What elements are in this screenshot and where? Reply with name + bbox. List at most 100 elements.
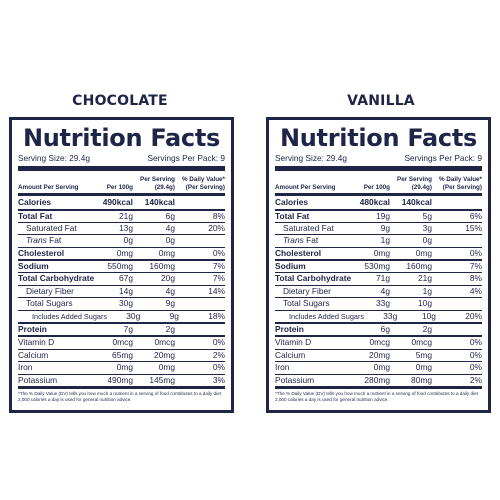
- value-per100: 14g: [119, 285, 133, 296]
- nutrient-label: Sodium: [18, 261, 49, 272]
- nutrient-row-calcium: Calcium 65mg 20mg 2%: [18, 349, 225, 363]
- value-per-serving: 140kcal: [144, 197, 175, 207]
- value-per-serving: 0mg: [415, 362, 432, 373]
- nutrient-label: Total Sugars: [283, 298, 330, 309]
- nutrient-row-dietary-fiber: Dietary Fiber 14g 4g 14%: [18, 285, 225, 299]
- value-per-serving: 160mg: [406, 261, 432, 272]
- nutrient-label: Vitamin D: [18, 337, 55, 348]
- value-per100: 0mcg: [369, 337, 390, 348]
- header-per-serving: Per Serving (29.4g): [140, 176, 175, 191]
- footnote: *The % Daily Value (DV) tells you how mu…: [18, 390, 221, 402]
- nutrient-label: Potassium: [275, 374, 315, 385]
- value-per100: 6g: [380, 324, 390, 335]
- value-per-serving: 10g: [421, 310, 436, 321]
- value-daily: 20%: [465, 310, 482, 321]
- header-per-serving: Per Serving (29.4g): [397, 176, 432, 191]
- nutrient-row-cholesterol: Cholesterol 0mg 0mg 0%: [18, 247, 225, 262]
- nutrient-label-italic: Trans: [26, 235, 47, 246]
- value-daily: 4%: [469, 285, 482, 296]
- value-daily: 8%: [212, 210, 225, 221]
- nutrient-label: Protein: [275, 324, 304, 335]
- value-per100: 1g: [380, 235, 390, 246]
- value-daily: 20%: [208, 222, 225, 233]
- value-per-serving: 2g: [422, 324, 432, 335]
- value-per-serving: 6g: [165, 210, 175, 221]
- value-daily: 18%: [208, 310, 225, 321]
- nutrient-row-saturated-fat: Saturated Fat 9g 3g 15%: [275, 222, 482, 236]
- value-per-serving: 0mcg: [411, 337, 432, 348]
- value-daily: 0%: [212, 337, 225, 348]
- value-per100: 0mg: [116, 362, 133, 373]
- value-per100: 530mg: [364, 261, 390, 272]
- nutrient-label: Includes Added Sugars: [32, 311, 108, 321]
- value-per100: 21g: [119, 210, 133, 221]
- value-per100: 490kcal: [102, 197, 133, 207]
- value-per100: 480kcal: [359, 197, 390, 207]
- nutrient-row-trans-fat: Trans Fat 1g 0g: [275, 235, 482, 248]
- value-per-serving: 0g: [422, 235, 432, 246]
- value-per-serving: 0mg: [158, 247, 175, 258]
- nutrient-label: Total Fat: [275, 210, 310, 221]
- value-per100: 0mg: [373, 247, 390, 258]
- nutrient-row-total-carbohydrate: Total Carbohydrate 67g 20g 7%: [18, 273, 225, 286]
- value-per100: 67g: [119, 273, 133, 284]
- nutrient-label: Iron: [18, 362, 33, 373]
- value-per-serving: 5mg: [415, 349, 432, 360]
- nutrient-row-cholesterol: Cholesterol 0mg 0mg 0%: [275, 247, 482, 262]
- nutrient-row-vitamin-d: Vitamin D 0mcg 0mcg 0%: [18, 337, 225, 350]
- nutrient-row-calories: Calories 490kcal 140kcal: [18, 196, 225, 211]
- value-per-serving: 140kcal: [401, 197, 432, 207]
- nutrient-row-total-sugars: Total Sugars 33g 10g: [275, 298, 482, 311]
- value-per-serving: 0mcg: [154, 337, 175, 348]
- value-per100: 30g: [126, 310, 141, 321]
- value-per-serving: 0g: [165, 235, 175, 246]
- nutrient-row-calories: Calories 480kcal 140kcal: [275, 196, 482, 211]
- header-daily-value: % Daily Value* (Per Serving): [438, 176, 482, 191]
- nutrient-label: Trans Fat: [18, 235, 97, 246]
- value-per-serving: 10g: [418, 298, 432, 309]
- nutrient-row-total-fat: Total Fat 21g 6g 8%: [18, 211, 225, 223]
- value-per100: 0g: [123, 235, 133, 246]
- value-per-serving: 4g: [165, 222, 175, 233]
- nutrient-row-iron: Iron 0mg 0mg 0%: [275, 362, 482, 375]
- value-per-serving: 9g: [169, 310, 179, 321]
- nutrition-panel-chocolate: Nutrition Facts Serving Size: 29.4g Servin…: [9, 117, 234, 413]
- nutrient-row-total-fat: Total Fat 19g 5g 6%: [275, 211, 482, 223]
- value-per-serving: 145mg: [149, 374, 175, 385]
- header-amount: Amount Per Serving: [18, 183, 79, 191]
- nutrition-panel-vanilla: Nutrition Facts Serving Size: 29.4g Servin…: [266, 117, 491, 413]
- nutrient-label: Sodium: [275, 261, 306, 272]
- servings-per-pack: Servings Per Pack: 9: [404, 153, 482, 163]
- nutrient-label: Includes Added Sugars: [289, 311, 365, 321]
- value-per-serving: 9g: [165, 298, 175, 309]
- value-per-serving: 0mg: [415, 247, 432, 258]
- nutrient-row-sodium: Sodium 530mg 160mg 7%: [275, 261, 482, 274]
- nutrient-label-rest: Fat: [46, 235, 62, 246]
- value-daily: 0%: [212, 362, 225, 373]
- footnote: *The % Daily Value (DV) tells you how mu…: [275, 390, 478, 402]
- value-daily: 14%: [208, 285, 225, 296]
- value-per-serving: 20g: [161, 273, 175, 284]
- value-daily: 7%: [212, 261, 225, 272]
- nutrient-row-dietary-fiber: Dietary Fiber 4g 1g 4%: [275, 285, 482, 299]
- value-daily: 7%: [212, 273, 225, 284]
- flavor-title-vanilla: VANILLA: [347, 93, 415, 109]
- nutrient-label: Calcium: [275, 349, 306, 360]
- nutrient-label: Total Carbohydrate: [18, 273, 95, 284]
- value-per100: 19g: [376, 210, 390, 221]
- nutrient-row-iron: Iron 0mg 0mg 0%: [18, 362, 225, 375]
- nutrient-row-vitamin-d: Vitamin D 0mcg 0mcg 0%: [275, 337, 482, 350]
- nutrient-row-saturated-fat: Saturated Fat 13g 4g 20%: [18, 222, 225, 236]
- value-daily: 0%: [469, 349, 482, 360]
- nutrient-label: Vitamin D: [275, 337, 312, 348]
- nutrient-label: Saturated Fat: [283, 222, 334, 233]
- flavor-title-chocolate: CHOCOLATE: [72, 93, 168, 109]
- nutrient-label-italic: Trans: [283, 235, 304, 246]
- value-per-serving: 4g: [165, 285, 175, 296]
- value-per-serving: 20mg: [154, 349, 175, 360]
- nutrient-label: Saturated Fat: [26, 222, 77, 233]
- serving-info: Serving Size: 29.4g Servings Per Pack: 9: [18, 153, 225, 171]
- value-per100: 65mg: [112, 349, 133, 360]
- header-amount: Amount Per Serving: [275, 183, 336, 191]
- value-daily: 0%: [469, 362, 482, 373]
